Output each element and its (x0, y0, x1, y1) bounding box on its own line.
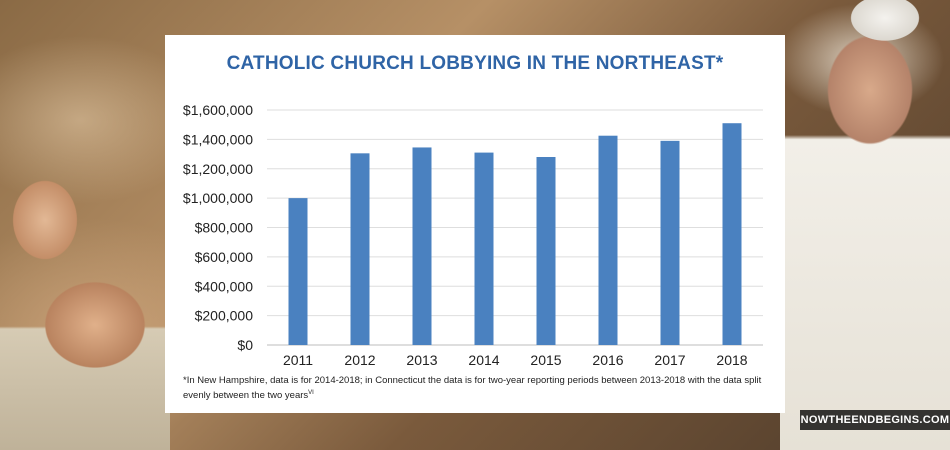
bar-2018 (722, 123, 742, 345)
footnote-text: *In New Hampshire, data is for 2014-2018… (183, 375, 762, 402)
bar-chart: $0 $200,000 $400,000 $600,000 $800,000 $1,000… (183, 102, 763, 368)
footnote-reference: VI (308, 390, 314, 396)
x-tick-label: 2013 (406, 352, 437, 368)
x-tick-label: 2016 (592, 352, 623, 368)
y-tick-label: $1,600,000 (183, 102, 253, 118)
bar-2011 (288, 198, 308, 345)
y-tick-label: $600,000 (195, 249, 254, 265)
bar-2014 (474, 152, 494, 345)
x-tick-label: 2014 (468, 352, 499, 368)
y-tick-label: $0 (237, 337, 253, 353)
nativity-figure-image (0, 175, 170, 450)
bar-2013 (412, 147, 432, 345)
y-tick-label: $800,000 (195, 220, 254, 236)
y-tick-label: $1,400,000 (183, 131, 253, 147)
x-tick-label: 2012 (344, 352, 375, 368)
footnote: *In New Hampshire, data is for 2014-2018… (183, 375, 773, 402)
pope-figure-image (780, 0, 950, 450)
bars (288, 123, 742, 345)
chart-title: CATHOLIC CHURCH LOBBYING IN THE NORTHEAS… (226, 53, 724, 74)
x-tick-label: 2017 (654, 352, 685, 368)
y-tick-label: $200,000 (195, 308, 254, 324)
chart-panel: CATHOLIC CHURCH LOBBYING IN THE NORTHEAS… (165, 35, 785, 413)
bar-2012 (350, 153, 370, 345)
y-tick-label: $1,200,000 (183, 161, 253, 177)
x-tick-label: 2015 (530, 352, 561, 368)
y-tick-labels: $0 $200,000 $400,000 $600,000 $800,000 $1,000… (183, 102, 253, 353)
site-watermark-logo: NOWTHEENDBEGINS.COM (800, 410, 950, 430)
x-tick-labels: 2011 2012 2013 2014 2015 2016 2017 2018 (283, 352, 748, 368)
x-tick-label: 2011 (283, 352, 313, 368)
bar-2016 (598, 135, 618, 345)
gridlines (267, 109, 763, 346)
y-tick-label: $400,000 (195, 278, 254, 294)
x-tick-label: 2018 (716, 352, 747, 368)
bar-2017 (660, 140, 680, 345)
bar-2015 (536, 157, 556, 345)
y-tick-label: $1,000,000 (183, 190, 253, 206)
